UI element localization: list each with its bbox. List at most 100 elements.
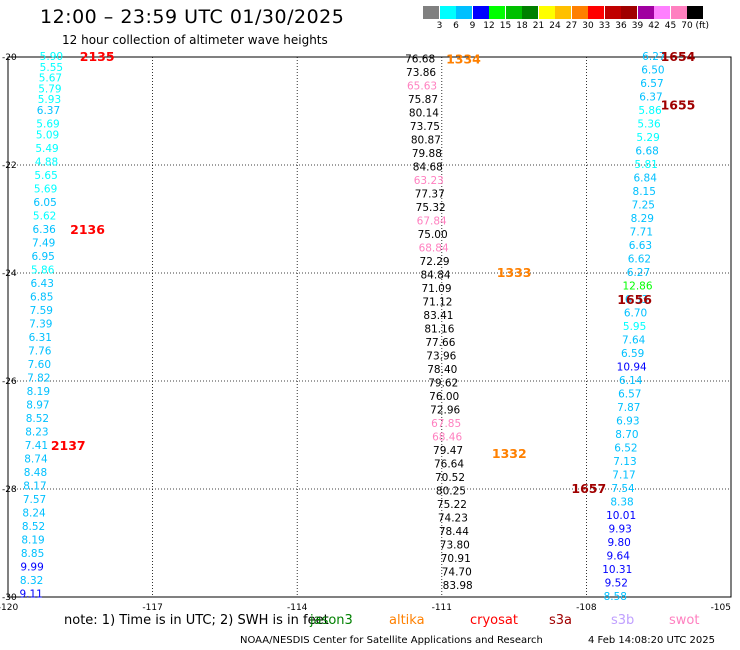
data-point-s3a: 6.50 xyxy=(641,65,664,77)
data-point-cryosat: 5.65 xyxy=(34,170,57,182)
data-point-cryosat: 8.32 xyxy=(20,575,43,587)
data-point-s3a: 9.80 xyxy=(607,537,630,549)
data-point-s3a: 5.29 xyxy=(636,132,659,144)
data-point-altika: 74.70 xyxy=(442,567,472,579)
time-label: 1332 xyxy=(492,446,527,461)
time-label: 1655 xyxy=(661,98,696,113)
data-point-cryosat: 5.09 xyxy=(36,129,59,141)
y-tick-label: -28 xyxy=(2,485,17,495)
data-point-s3a: 6.37 xyxy=(639,92,662,104)
data-point-s3a: 6.14 xyxy=(619,375,643,387)
time-label: 2135 xyxy=(80,49,115,64)
colorbar-swatch xyxy=(571,6,588,19)
data-point-altika: 70.91 xyxy=(441,553,471,565)
data-point-cryosat: 8.52 xyxy=(26,413,49,425)
y-tick-label: -26 xyxy=(2,377,17,387)
data-point-altika: 67.84 xyxy=(417,216,447,228)
colorbar-label: 15 xyxy=(499,21,512,31)
data-point-altika: 71.09 xyxy=(421,283,451,295)
time-label: 2137 xyxy=(51,438,86,453)
colorbar-label: 21 xyxy=(532,21,545,31)
data-point-cryosat: 8.19 xyxy=(27,386,50,398)
data-point-altika: 68.84 xyxy=(419,243,449,255)
satellite-legend-s3a: s3a xyxy=(549,613,573,628)
data-point-altika: 74.23 xyxy=(438,513,468,525)
data-point-s3a: 7.87 xyxy=(617,402,640,414)
time-label: 1334 xyxy=(446,52,481,67)
time-label: 1657 xyxy=(571,481,606,496)
colorbar-swatch xyxy=(505,6,522,19)
data-point-s3a: 6.62 xyxy=(628,254,651,266)
data-point-cryosat: 6.37 xyxy=(37,105,60,117)
data-point-cryosat: 5.67 xyxy=(39,73,62,85)
data-point-cryosat: 6.36 xyxy=(32,224,56,236)
data-point-altika: 77.37 xyxy=(415,189,445,201)
footer-credit: NOAA/NESDIS Center for Satellite Applica… xyxy=(240,635,543,646)
colorbar-label: 70 xyxy=(681,21,693,31)
data-point-altika: 73.75 xyxy=(410,121,440,133)
data-point-altika: 73.80 xyxy=(440,540,470,552)
data-point-s3a: 6.27 xyxy=(627,267,650,279)
colorbar-swatch xyxy=(604,6,621,19)
page-title: 12:00 – 23:59 UTC 01/30/2025 xyxy=(40,6,345,28)
data-point-cryosat: 5.79 xyxy=(38,83,61,95)
data-point-cryosat: 6.43 xyxy=(31,278,54,290)
data-point-altika: 78.44 xyxy=(439,526,469,538)
y-tick-label: -30 xyxy=(2,593,17,603)
time-label: 1656 xyxy=(617,292,652,307)
data-point-cryosat: 8.74 xyxy=(24,453,48,465)
data-point-s3a: 5.86 xyxy=(638,105,662,117)
data-point-s3a: 12.86 xyxy=(622,281,652,293)
data-point-altika: 65.63 xyxy=(407,81,437,93)
x-tick-label: -117 xyxy=(142,603,162,613)
colorbar-label: 18 xyxy=(516,21,528,31)
data-point-s3a: 8.70 xyxy=(615,429,638,441)
data-point-altika: 80.87 xyxy=(411,135,441,147)
data-point-s3a: 6.52 xyxy=(614,443,637,455)
colorbar-label: 27 xyxy=(565,21,578,31)
data-point-altika: 76.00 xyxy=(429,391,459,403)
footer-note: note: 1) Time is in UTC; 2) SWH is in fe… xyxy=(64,613,329,628)
data-point-s3a: 6.84 xyxy=(634,173,658,185)
data-point-altika: 84.84 xyxy=(421,270,451,282)
data-point-cryosat: 8.24 xyxy=(22,507,46,519)
data-point-s3a: 6.59 xyxy=(621,348,644,360)
data-point-altika: 79.88 xyxy=(412,148,442,160)
footer-timestamp: 4 Feb 14:08:20 UTC 2025 xyxy=(588,635,715,646)
data-point-altika: 75.87 xyxy=(408,94,438,106)
data-point-altika: 73.96 xyxy=(426,351,456,363)
x-tick-label: -114 xyxy=(287,603,308,613)
satellite-legend-swot: swot xyxy=(669,613,700,628)
time-label: 1333 xyxy=(497,265,532,280)
satellite-legend-s3b: s3b xyxy=(611,613,635,628)
colorbar-swatch xyxy=(522,6,538,19)
x-tick-label: -120 xyxy=(0,603,18,613)
data-point-cryosat: 8.17 xyxy=(23,480,46,492)
data-point-altika: 80.25 xyxy=(436,486,466,498)
data-point-altika: 78.40 xyxy=(427,364,457,376)
data-point-altika: 79.62 xyxy=(428,378,458,390)
data-point-cryosat: 5.86 xyxy=(31,264,55,276)
data-point-cryosat: 8.97 xyxy=(26,399,49,411)
data-point-cryosat: 5.62 xyxy=(33,210,56,222)
colorbar-swatch xyxy=(687,6,703,19)
data-point-s3a: 6.57 xyxy=(640,78,663,90)
data-point-cryosat: 5.93 xyxy=(38,94,61,106)
data-point-cryosat: 8.85 xyxy=(21,548,44,560)
data-point-s3a: 7.54 xyxy=(611,483,635,495)
x-tick-label: -111 xyxy=(432,603,452,613)
colorbar-swatch xyxy=(472,6,489,19)
data-point-s3a: 6.68 xyxy=(635,146,658,158)
data-point-altika: 76.64 xyxy=(434,459,464,471)
page-subtitle: 12 hour collection of altimeter wave hei… xyxy=(62,33,328,47)
colorbar-label: 9 xyxy=(469,21,476,31)
colorbar-swatch xyxy=(621,6,637,19)
data-point-altika: 72.29 xyxy=(420,256,450,268)
data-point-cryosat: 8.48 xyxy=(24,467,47,479)
time-label: 1654 xyxy=(661,49,696,64)
colorbar-label: 45 xyxy=(664,21,677,31)
data-point-cryosat: 6.95 xyxy=(31,251,54,263)
data-point-altika: 83.98 xyxy=(443,580,473,592)
satellite-legend-jason3: jason3 xyxy=(310,613,353,628)
